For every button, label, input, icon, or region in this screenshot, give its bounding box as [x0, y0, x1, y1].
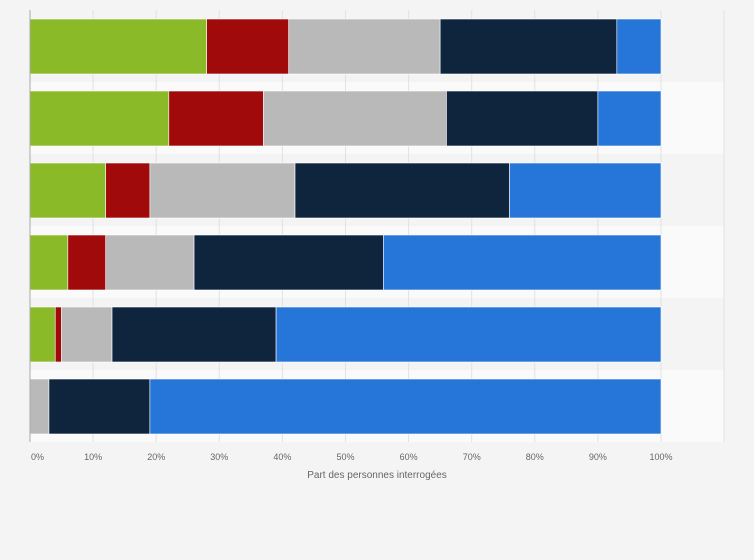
- bar-segment: [29, 90, 170, 147]
- bar-segment: [54, 306, 62, 363]
- x-tick-label: 40%: [273, 452, 291, 462]
- x-tick-label: 70%: [463, 452, 481, 462]
- bar-segment: [29, 234, 69, 291]
- x-tick-label: 50%: [336, 452, 354, 462]
- x-tick-label: 10%: [84, 452, 102, 462]
- bar-segment: [105, 162, 151, 219]
- bar-segment: [168, 90, 264, 147]
- bar-segment: [29, 306, 56, 363]
- x-tick-label: 100%: [649, 452, 672, 462]
- bars: [29, 18, 662, 435]
- bar-segment: [275, 306, 662, 363]
- bar-segment: [446, 90, 599, 147]
- bar-segment: [111, 306, 277, 363]
- bar-segment: [67, 234, 107, 291]
- x-tick-label: 90%: [589, 452, 607, 462]
- bar-segment: [263, 90, 447, 147]
- bar-segment: [193, 234, 384, 291]
- bar-segment: [29, 18, 207, 75]
- bar-segment: [48, 378, 151, 435]
- bar-segment: [29, 162, 107, 219]
- bar-segment: [439, 18, 618, 75]
- x-tick-label: 80%: [526, 452, 544, 462]
- bar-segment: [294, 162, 510, 219]
- bar-segment: [149, 378, 662, 435]
- x-tick-label: 20%: [147, 452, 165, 462]
- bar-segment: [597, 90, 662, 147]
- x-tick-labels: 0% 10% 20% 30% 40% 50% 60% 70% 80% 90% 100%: [31, 452, 673, 462]
- x-tick-label: 60%: [400, 452, 418, 462]
- bar-segment: [288, 18, 441, 75]
- bar-segment: [383, 234, 662, 291]
- bar-segment: [206, 18, 290, 75]
- bar-segment: [29, 378, 50, 435]
- row-bands: [30, 10, 724, 442]
- bar-segment: [509, 162, 662, 219]
- bar-segment: [616, 18, 662, 75]
- bar-segment: [61, 306, 113, 363]
- x-tick-label: 0%: [31, 452, 44, 462]
- bar-segment: [105, 234, 195, 291]
- x-tick-label: 30%: [210, 452, 228, 462]
- x-axis-title: Part des personnes interrogées: [307, 470, 447, 481]
- bar-segment: [149, 162, 296, 219]
